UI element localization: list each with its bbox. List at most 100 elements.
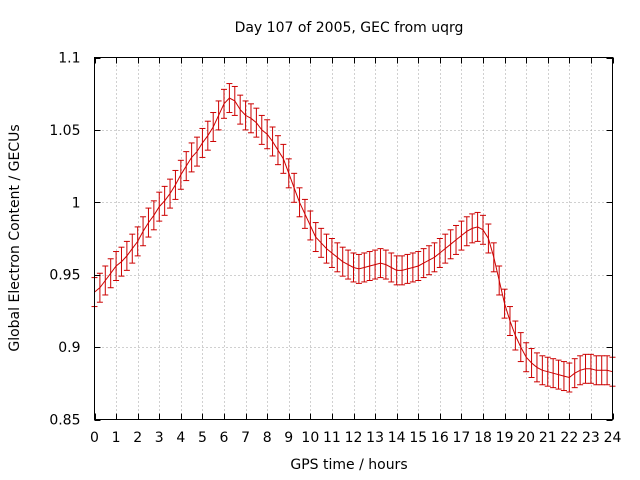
x-axis-label: GPS time / hours bbox=[290, 457, 407, 473]
data-point bbox=[528, 348, 535, 379]
data-point bbox=[598, 355, 605, 386]
data-point bbox=[517, 332, 524, 363]
data-point bbox=[458, 220, 465, 251]
data-point bbox=[523, 342, 530, 373]
data-point bbox=[334, 242, 341, 273]
x-tick-label: 7 bbox=[241, 430, 250, 446]
x-tick-label: 10 bbox=[301, 430, 319, 446]
data-point bbox=[167, 178, 174, 209]
x-tick-label: 2 bbox=[133, 430, 142, 446]
y-tick-label: 1.05 bbox=[49, 123, 80, 139]
y-tick-label: 1.1 bbox=[58, 51, 80, 67]
x-tick-label: 17 bbox=[453, 430, 471, 446]
x-tick-labels: 0 1 2 3 4 5 6 7 8 9 10 11 12 13 14 15 16 17 18 19 20 21 22 23 24 bbox=[90, 430, 621, 446]
data-point bbox=[587, 353, 594, 384]
data-point bbox=[382, 249, 389, 280]
data-point bbox=[194, 136, 201, 167]
x-tick-label: 24 bbox=[604, 430, 622, 446]
x-tick-label: 19 bbox=[496, 430, 514, 446]
data-point bbox=[231, 85, 238, 116]
data-point bbox=[140, 216, 147, 247]
chart-title: Day 107 of 2005, GEC from uqrg bbox=[235, 20, 464, 36]
data-point bbox=[399, 255, 406, 286]
data-point bbox=[156, 191, 163, 222]
data-point bbox=[161, 185, 168, 216]
x-tick-label: 18 bbox=[474, 430, 492, 446]
data-point bbox=[506, 306, 513, 337]
data-point bbox=[372, 249, 379, 280]
data-point bbox=[123, 240, 130, 271]
data-point bbox=[404, 253, 411, 284]
data-point bbox=[296, 187, 303, 218]
data-point bbox=[318, 227, 325, 258]
data-point bbox=[582, 353, 589, 384]
data-point bbox=[237, 94, 244, 125]
x-tick-label: 14 bbox=[388, 430, 406, 446]
x-tick-label: 12 bbox=[345, 430, 363, 446]
data-point bbox=[345, 249, 352, 280]
data-point bbox=[221, 88, 227, 119]
data-point bbox=[269, 126, 276, 157]
data-point bbox=[604, 355, 611, 386]
x-tick-label: 16 bbox=[431, 430, 449, 446]
data-point bbox=[150, 200, 157, 231]
data-point bbox=[274, 135, 281, 166]
data-point bbox=[355, 253, 362, 284]
data-point bbox=[177, 159, 184, 190]
data-point bbox=[571, 358, 578, 389]
x-tick-label: 15 bbox=[409, 430, 427, 446]
data-point bbox=[323, 233, 330, 264]
data-point bbox=[415, 251, 422, 281]
data-point bbox=[555, 359, 562, 390]
y-tick-labels: 0.85 0.9 0.95 1 1.05 1.1 bbox=[49, 51, 80, 429]
data-point bbox=[377, 248, 384, 279]
data-point bbox=[145, 207, 152, 238]
data-point bbox=[512, 320, 519, 351]
data-point bbox=[129, 233, 136, 264]
data-point bbox=[285, 158, 292, 189]
data-point bbox=[328, 238, 335, 268]
plot-frame bbox=[94, 57, 613, 420]
data-point bbox=[226, 83, 233, 114]
data-point bbox=[480, 214, 486, 245]
x-tick-label: 22 bbox=[560, 430, 578, 446]
y-tick-label: 0.95 bbox=[49, 268, 80, 284]
series-gec bbox=[91, 83, 616, 393]
x-tick-label: 9 bbox=[284, 430, 293, 446]
x-tick-label: 1 bbox=[112, 430, 121, 446]
data-point bbox=[431, 242, 438, 273]
data-point bbox=[566, 362, 573, 393]
data-point bbox=[447, 229, 454, 260]
data-point bbox=[134, 226, 141, 257]
data-point bbox=[501, 288, 508, 319]
data-point bbox=[199, 127, 206, 158]
data-point bbox=[469, 213, 476, 244]
data-point bbox=[539, 355, 546, 386]
y-tick-label: 1 bbox=[72, 195, 81, 211]
x-tick-label: 5 bbox=[198, 430, 207, 446]
x-tick-label: 3 bbox=[155, 430, 164, 446]
x-tick-label: 13 bbox=[366, 430, 384, 446]
data-point bbox=[247, 103, 254, 134]
data-point bbox=[442, 233, 449, 264]
data-point bbox=[102, 265, 109, 296]
data-point bbox=[264, 119, 271, 150]
data-point bbox=[210, 112, 217, 142]
ticks bbox=[94, 57, 614, 421]
data-point bbox=[593, 355, 600, 386]
data-point bbox=[301, 198, 308, 229]
x-tick-label: 20 bbox=[517, 430, 535, 446]
data-point bbox=[188, 142, 195, 173]
data-point bbox=[453, 224, 460, 255]
data-point bbox=[361, 252, 368, 283]
x-tick-label: 11 bbox=[323, 430, 341, 446]
data-point bbox=[312, 222, 319, 253]
data-point bbox=[485, 223, 492, 254]
data-point bbox=[388, 252, 395, 283]
data-point bbox=[204, 120, 211, 151]
x-tick-label: 4 bbox=[176, 430, 185, 446]
data-point bbox=[550, 358, 557, 389]
data-point bbox=[409, 252, 416, 283]
data-point bbox=[172, 169, 179, 200]
